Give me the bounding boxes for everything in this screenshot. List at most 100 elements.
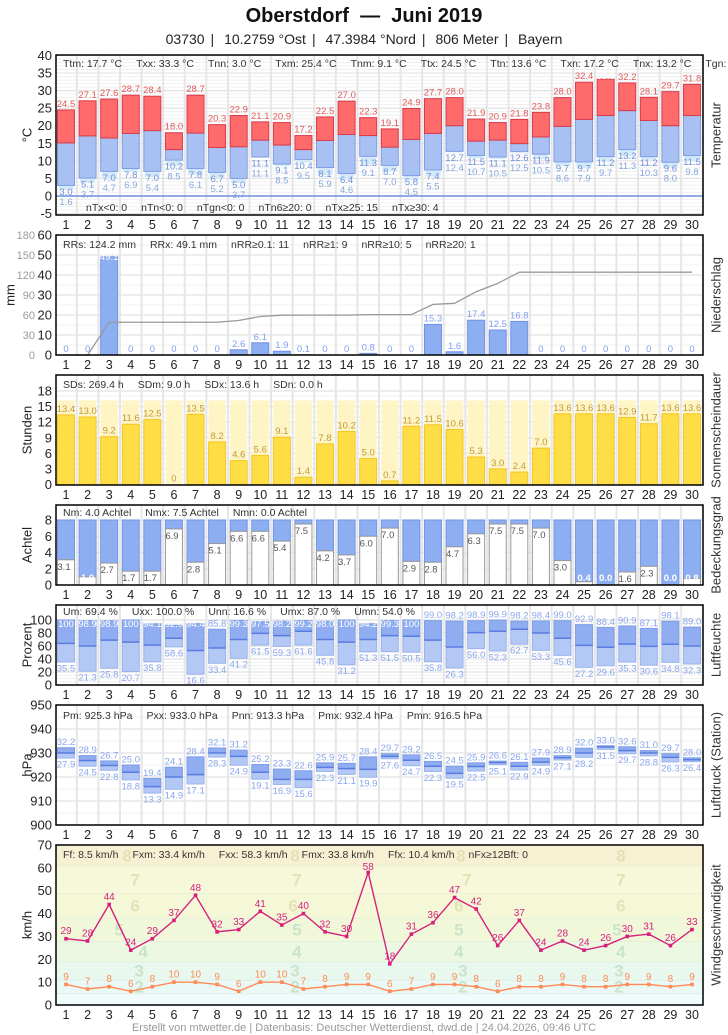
day-label: 5: [149, 588, 156, 602]
day-label: 22: [512, 1008, 526, 1022]
gusts-point: [323, 930, 327, 934]
day-label: 1: [63, 688, 70, 702]
min-temp-label: 9.1: [275, 165, 288, 176]
max-temp-label: 27.1: [78, 90, 97, 101]
max-label: 28.4: [186, 746, 205, 757]
day-label: 19: [448, 588, 462, 602]
day-label: 1: [63, 828, 70, 842]
max-mean-box: [402, 754, 421, 761]
min-label: 29.6: [596, 667, 615, 678]
mean-min-box: [294, 630, 313, 646]
day-label: 11: [275, 828, 288, 842]
day-label: 7: [192, 1008, 199, 1022]
mean-point: [215, 982, 219, 987]
max-label: 31.2: [229, 740, 248, 751]
ground-min-label: 4.6: [340, 185, 353, 196]
min-temp-label: 6.7: [210, 174, 223, 185]
page-title: Oberstdorf — Juni 2019: [0, 5, 728, 28]
max-label: 94.2: [359, 619, 378, 630]
min-label: 21.1: [337, 776, 356, 787]
grid: [56, 375, 704, 486]
mean-point: [323, 984, 327, 989]
gusts-label: 26: [665, 933, 677, 944]
plot-frame: [55, 234, 704, 356]
min-label: 31.5: [596, 751, 615, 762]
min-temp-label: 7.8: [124, 170, 137, 181]
min-label: 58.6: [165, 648, 184, 659]
day-label: 28: [642, 1008, 656, 1022]
mean-min-box: [57, 642, 75, 663]
max-label: 32.1: [208, 737, 227, 748]
day-label: 5: [149, 488, 156, 502]
plot-frame: [55, 504, 704, 586]
cloud-label: 4.2: [316, 553, 329, 564]
stat-text: Txn: 17.2 °C: [560, 58, 619, 70]
mean-label: 9: [430, 972, 436, 983]
ground-min-label: 11.1: [251, 168, 269, 179]
day-label: 8: [214, 588, 221, 602]
y-tick-label: 6: [45, 529, 52, 544]
gusts-point: [409, 932, 414, 936]
min-label: 22.8: [100, 772, 119, 783]
day-label: 24: [556, 358, 570, 372]
min-label: 26.3: [445, 669, 464, 680]
day-label: 28: [642, 358, 656, 372]
day-label: 13: [318, 218, 332, 232]
max-mean-box: [596, 627, 615, 648]
stat-text: Umn: 54.0 %: [354, 606, 415, 618]
stat-text: Ffx: 10.4 km/h: [388, 849, 455, 861]
max-mean-bar: [337, 100, 356, 136]
cloud-label: 0.4: [577, 573, 591, 584]
max-label: 23.3: [273, 759, 292, 770]
y-tick-label: 910: [30, 794, 52, 809]
gusts-point: [474, 907, 478, 911]
day-label: 10: [253, 358, 267, 372]
day-label: 14: [340, 1008, 354, 1022]
gusts-point: [647, 932, 651, 936]
y-tick-label: 0: [45, 348, 52, 363]
mean-min-box: [251, 771, 270, 780]
mean-min-box: [488, 630, 507, 652]
day-label: 15: [361, 828, 375, 842]
mean-label: 9: [646, 972, 652, 983]
day-label: 4: [127, 358, 134, 372]
sunshine-bar: [229, 460, 248, 486]
max-temp-label: 27.7: [424, 88, 443, 99]
min-label: 27.9: [57, 760, 76, 771]
ground-min-label: 8.6: [556, 173, 569, 184]
sunshine-bar: [596, 413, 615, 486]
beaufort-number: 7: [130, 870, 139, 889]
day-label: 1: [63, 1008, 70, 1022]
day-label: 5: [149, 358, 156, 372]
y-tick-label: 2: [45, 561, 52, 576]
day-label: 9: [235, 488, 242, 502]
cloud-label: 4.7: [446, 549, 459, 560]
gusts-point: [603, 943, 608, 948]
stat-text: nTx<0: 0: [86, 202, 127, 214]
min-label: 19.1: [251, 781, 270, 792]
min-label: 18.8: [122, 781, 141, 792]
mean-point: [128, 989, 133, 994]
min-label: 22.5: [467, 773, 486, 784]
mean-min-box: [164, 637, 183, 648]
mean-min-bar: [380, 146, 399, 166]
day-label: 29: [663, 218, 677, 232]
min-label: 41.2: [229, 660, 248, 671]
grid: [56, 605, 704, 686]
sunshine-label: 0.7: [383, 470, 396, 481]
max-label: 98.2: [510, 611, 529, 622]
day-label: 28: [642, 588, 656, 602]
precip-label: 17.4: [467, 309, 486, 320]
max-label: 27.9: [532, 748, 551, 759]
clear-sky-bar: [186, 519, 205, 563]
max-mean-box: [337, 762, 356, 770]
mean-label: 9: [344, 972, 350, 983]
precip-label: 0: [409, 344, 414, 355]
sunshine-label: 5.3: [470, 446, 483, 457]
day-label: 11: [275, 588, 288, 602]
ground-min-label: 10.5: [532, 166, 551, 177]
mean-point: [193, 980, 198, 984]
max-mean-box: [208, 747, 227, 754]
